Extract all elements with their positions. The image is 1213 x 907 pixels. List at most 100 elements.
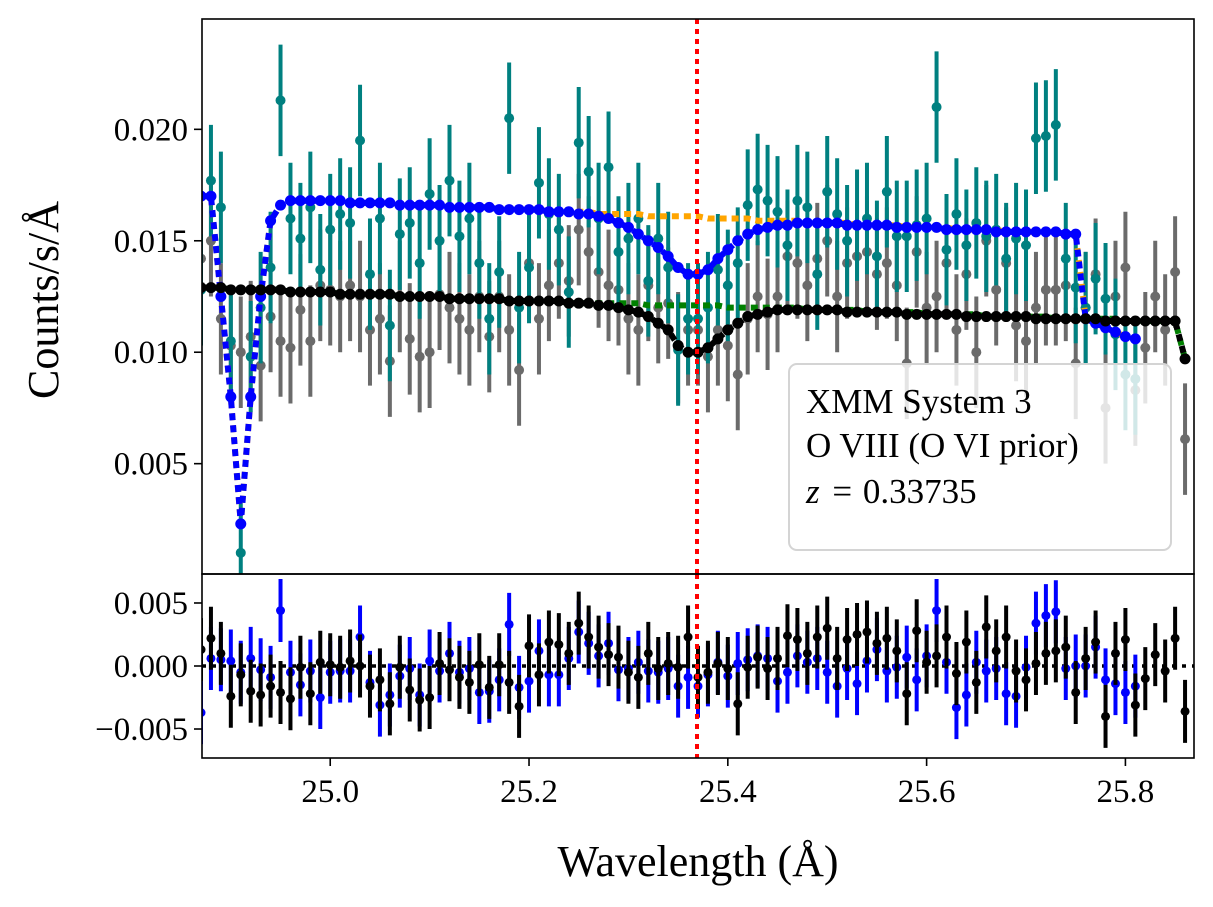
data-point (295, 304, 306, 315)
data-point (355, 135, 366, 146)
model-point (791, 217, 803, 229)
model-point (762, 221, 774, 233)
model-point (712, 253, 724, 265)
model-point (881, 219, 893, 231)
data-point (236, 670, 246, 680)
data-point (554, 640, 564, 650)
model-point (553, 295, 565, 307)
data-point (773, 653, 783, 663)
data-point (792, 258, 803, 269)
model-point (632, 228, 644, 240)
data-point (961, 637, 971, 647)
data-point (434, 235, 445, 246)
model-point (801, 304, 813, 316)
data-point (285, 694, 295, 704)
data-point (305, 336, 316, 347)
annotation-line-ion: O VIII (O VI prior) (806, 426, 1079, 465)
data-point (961, 690, 971, 700)
model-point (791, 304, 803, 316)
data-point (1041, 648, 1051, 658)
model-point (235, 284, 247, 296)
data-point (743, 662, 753, 672)
data-point (633, 672, 643, 682)
model-point (781, 219, 793, 231)
data-point (822, 186, 833, 197)
data-point (623, 313, 634, 324)
data-point (275, 336, 286, 347)
data-point (882, 666, 892, 676)
data-point (921, 213, 932, 224)
data-point (504, 619, 514, 629)
data-point (574, 618, 584, 628)
data-point (941, 244, 952, 255)
data-point (782, 667, 792, 677)
data-point (912, 675, 922, 685)
data-point (484, 313, 495, 324)
data-point (285, 342, 296, 353)
model-point (503, 204, 515, 216)
data-point (424, 188, 435, 199)
model-point (1169, 315, 1181, 327)
model-point (543, 295, 555, 307)
model-point (414, 291, 426, 302)
model-point (583, 208, 595, 220)
model-point (235, 518, 247, 530)
residual-y-tick-label: 0.000 (114, 649, 188, 685)
data-point (971, 347, 982, 358)
data-point (584, 632, 594, 642)
model-point (314, 286, 326, 298)
model-point (394, 291, 406, 302)
redshift-equals: = (832, 472, 852, 511)
model-point (1070, 313, 1082, 325)
data-point (1120, 262, 1131, 273)
data-point (335, 662, 345, 672)
data-point (454, 313, 465, 324)
data-point (504, 677, 514, 687)
model-point (434, 199, 446, 211)
data-point (902, 652, 912, 662)
model-point (202, 190, 207, 202)
data-point (1040, 284, 1051, 295)
model-point (682, 268, 694, 280)
data-point (1050, 119, 1061, 130)
data-point (454, 672, 464, 682)
model-point (911, 308, 923, 320)
model-point (284, 286, 296, 298)
data-point (951, 209, 962, 220)
data-point (464, 324, 475, 335)
x-tick-label: 25.6 (898, 774, 956, 810)
x-tick-label: 25.4 (699, 774, 757, 810)
data-point (762, 195, 773, 206)
model-point (533, 295, 545, 307)
data-point (1180, 434, 1191, 445)
data-point (345, 656, 355, 666)
data-point (594, 642, 604, 652)
data-point (435, 658, 445, 668)
model-point (682, 346, 694, 358)
data-point (405, 685, 415, 695)
model-point (662, 324, 674, 336)
model-point (324, 286, 336, 298)
model-point (1119, 331, 1131, 343)
data-point (782, 631, 792, 641)
data-point (922, 657, 932, 667)
data-point (742, 200, 753, 211)
model-point (394, 199, 406, 211)
data-point (1170, 266, 1181, 277)
data-point (374, 213, 385, 224)
data-point (703, 667, 713, 677)
model-point (553, 206, 565, 218)
model-point (980, 311, 992, 323)
model-point (1179, 353, 1191, 365)
model-point (533, 204, 545, 216)
data-point (1160, 324, 1171, 335)
model-point (294, 195, 306, 207)
model-point (871, 306, 883, 318)
data-point (255, 360, 266, 371)
model-point (513, 204, 525, 216)
data-point (315, 264, 326, 275)
data-point (852, 679, 862, 689)
model-point (911, 221, 923, 233)
model-point (384, 288, 396, 300)
model-point (722, 324, 734, 336)
